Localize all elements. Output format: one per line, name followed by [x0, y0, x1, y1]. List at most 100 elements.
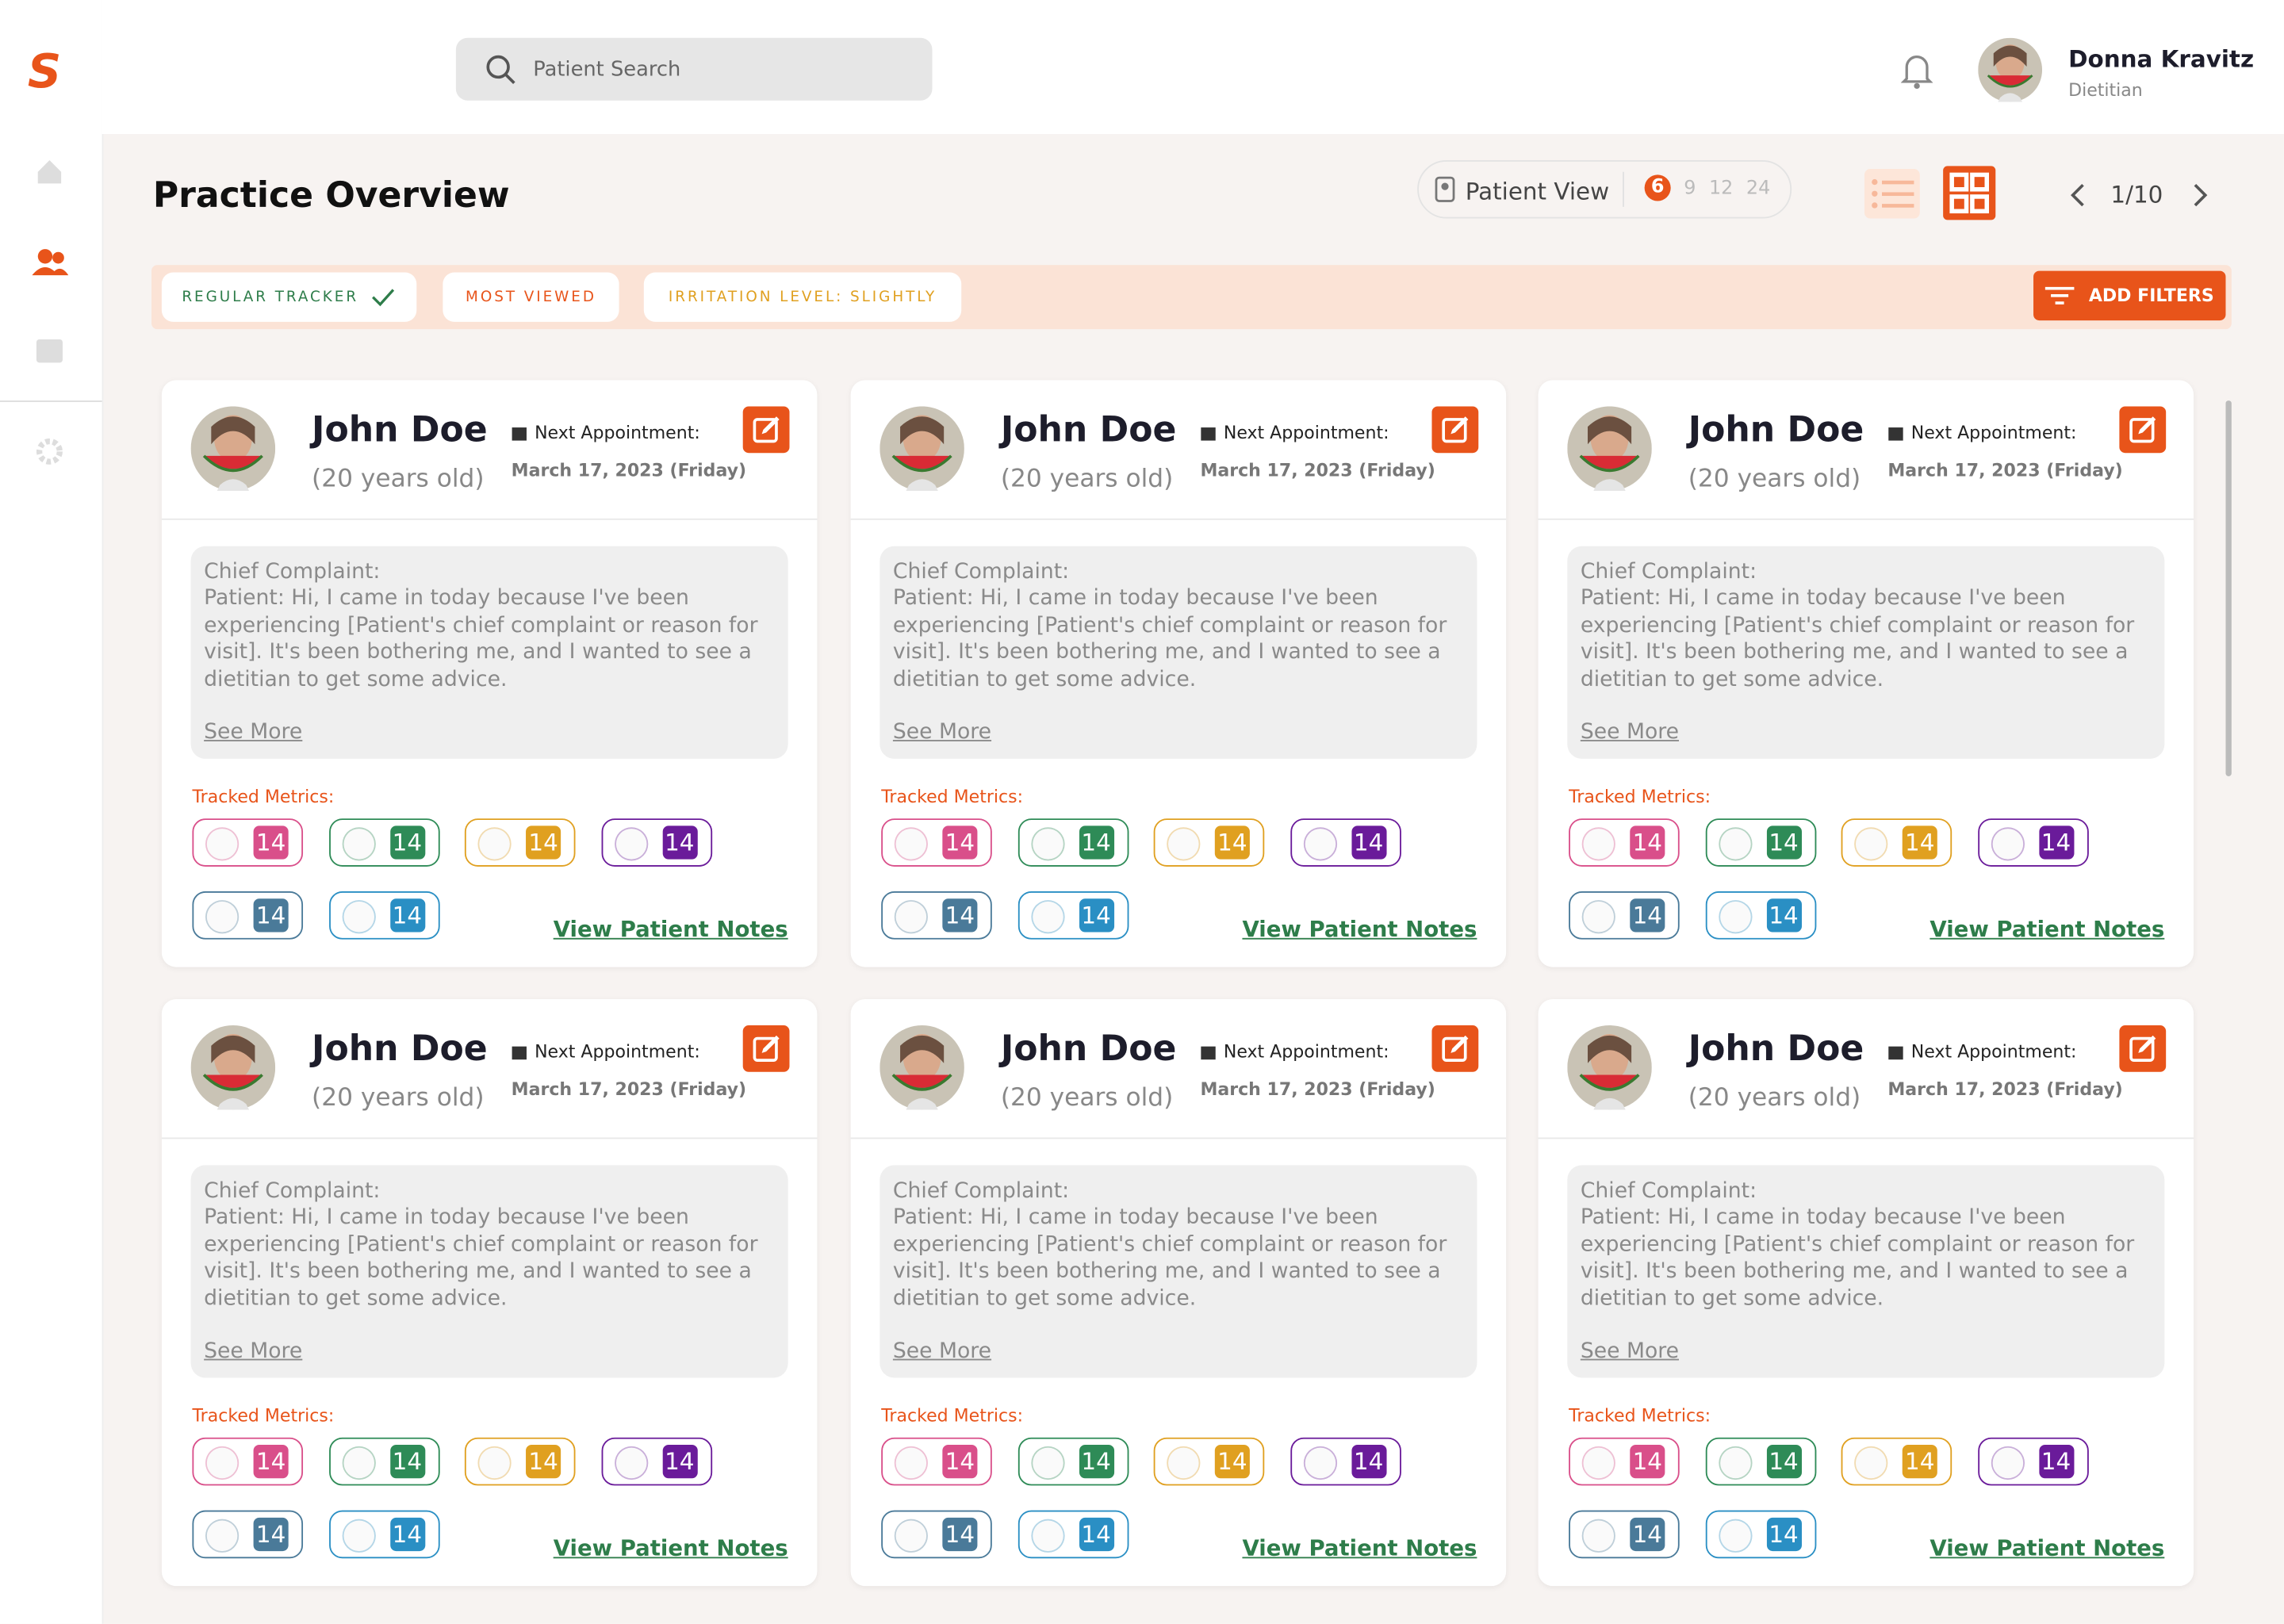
metric-pill[interactable]: 14 — [192, 818, 304, 867]
metric-pill[interactable]: 14 — [1569, 818, 1680, 867]
metric-pill[interactable]: 14 — [1290, 1437, 1401, 1486]
metric-pill[interactable]: 14 — [1017, 1510, 1129, 1559]
patient-name[interactable]: John Doe — [1000, 409, 1177, 450]
metric-pill[interactable]: 14 — [464, 1437, 576, 1486]
logo[interactable]: S — [27, 44, 62, 99]
patient-age: (20 years old) — [312, 1083, 485, 1113]
edit-button[interactable] — [2119, 406, 2167, 454]
patient-avatar[interactable] — [879, 1025, 964, 1110]
nav-home[interactable] — [35, 157, 64, 186]
nav-settings[interactable] — [36, 438, 63, 465]
view-notes-link[interactable]: View Patient Notes — [1930, 916, 2165, 943]
metric-pill[interactable]: 14 — [881, 818, 992, 867]
metric-pill[interactable]: 14 — [328, 818, 439, 867]
metric-pill[interactable]: 14 — [1704, 818, 1816, 867]
avatar-image — [1978, 37, 2043, 102]
page-size-option[interactable]: 9 — [1684, 177, 1696, 199]
edit-button[interactable] — [742, 406, 790, 454]
view-notes-link[interactable]: View Patient Notes — [1242, 916, 1477, 943]
see-more-link[interactable]: See More — [1580, 721, 1679, 745]
view-notes-link[interactable]: View Patient Notes — [553, 1534, 788, 1561]
metric-pill[interactable]: 14 — [1977, 818, 2088, 867]
metric-pill[interactable]: 14 — [1704, 1437, 1816, 1486]
patient-name[interactable]: John Doe — [1000, 1028, 1177, 1070]
patient-avatar[interactable] — [1567, 1025, 1652, 1110]
add-filters-button[interactable]: ADD FILTERS — [2033, 270, 2226, 321]
metric-pill[interactable]: 14 — [881, 1510, 992, 1559]
metric-pill[interactable]: 14 — [881, 891, 992, 940]
appointment-label: Next Appointment: — [1200, 423, 1389, 442]
metric-pill[interactable]: 14 — [1841, 818, 1953, 867]
complaint-box: Chief Complaint: Patient: Hi, I came in t… — [190, 546, 788, 759]
edit-button[interactable] — [2119, 1025, 2167, 1072]
see-more-link[interactable]: See More — [1580, 1339, 1679, 1364]
see-more-link[interactable]: See More — [892, 721, 992, 745]
patient-age: (20 years old) — [312, 464, 485, 494]
user-avatar[interactable] — [1978, 37, 2043, 102]
metric-pill[interactable]: 14 — [1977, 1437, 2088, 1486]
metric-pill[interactable]: 14 — [1569, 1510, 1680, 1559]
edit-icon — [2129, 416, 2156, 443]
metric-pill[interactable]: 14 — [1704, 1510, 1816, 1559]
metric-pill[interactable]: 14 — [1704, 891, 1816, 940]
metric-pill[interactable]: 14 — [192, 1510, 304, 1559]
prev-page[interactable] — [2068, 182, 2089, 209]
metric-pill[interactable]: 14 — [600, 818, 712, 867]
sidebar: S — [0, 0, 104, 1624]
page-size-option[interactable]: 24 — [1746, 177, 1771, 199]
edit-button[interactable] — [1431, 1025, 1479, 1072]
nav-calendar[interactable] — [35, 335, 64, 364]
patient-avatar[interactable] — [1567, 406, 1652, 491]
metric-pill[interactable]: 14 — [1153, 1437, 1265, 1486]
metric-pill[interactable]: 14 — [328, 1510, 439, 1559]
see-more-link[interactable]: See More — [204, 1339, 303, 1364]
metric-pill[interactable]: 14 — [464, 818, 576, 867]
patient-name[interactable]: John Doe — [312, 409, 488, 450]
grid-view-button[interactable] — [1943, 166, 1996, 220]
metric-pill[interactable]: 14 — [1153, 818, 1265, 867]
search-placeholder: Patient Search — [533, 58, 681, 82]
metric-pill[interactable]: 14 — [881, 1437, 992, 1486]
metric-icon — [1302, 1446, 1337, 1480]
see-more-link[interactable]: See More — [892, 1339, 992, 1364]
edit-button[interactable] — [742, 1025, 790, 1072]
view-notes-link[interactable]: View Patient Notes — [1930, 1534, 2165, 1561]
appointment-date: March 17, 2023 (Friday) — [1200, 1078, 1435, 1100]
view-label[interactable]: Patient View — [1465, 178, 1610, 205]
metric-pill[interactable]: 14 — [192, 1437, 304, 1486]
metric-pill[interactable]: 14 — [1017, 1437, 1129, 1486]
metric-pill[interactable]: 14 — [600, 1437, 712, 1486]
notifications[interactable] — [1900, 52, 1933, 90]
filter-chip[interactable]: REGULAR TRACKER — [161, 272, 417, 322]
metric-pill[interactable]: 14 — [1017, 818, 1129, 867]
next-page[interactable] — [2190, 182, 2210, 209]
page-size-option[interactable]: 6 — [1644, 174, 1671, 201]
metric-value: 14 — [2038, 1445, 2074, 1479]
metric-pill[interactable]: 14 — [1290, 818, 1401, 867]
view-notes-link[interactable]: View Patient Notes — [553, 916, 788, 943]
search-box[interactable]: Patient Search — [455, 37, 933, 101]
list-view-button[interactable] — [1864, 169, 1920, 219]
metric-pill[interactable]: 14 — [1569, 891, 1680, 940]
view-notes-link[interactable]: View Patient Notes — [1242, 1534, 1477, 1561]
patient-avatar[interactable] — [190, 1025, 276, 1110]
search-icon — [486, 55, 515, 84]
patient-name[interactable]: John Doe — [312, 1028, 488, 1070]
edit-button[interactable] — [1431, 406, 1479, 454]
filter-chip[interactable]: MOST VIEWED — [443, 272, 619, 322]
see-more-link[interactable]: See More — [204, 721, 303, 745]
patient-name[interactable]: John Doe — [1688, 1028, 1864, 1070]
nav-patients[interactable] — [31, 247, 69, 277]
metric-pill[interactable]: 14 — [328, 1437, 439, 1486]
metric-pill[interactable]: 14 — [1841, 1437, 1953, 1486]
metric-pill[interactable]: 14 — [192, 891, 304, 940]
metric-pill[interactable]: 14 — [328, 891, 439, 940]
page-size-option[interactable]: 12 — [1708, 177, 1734, 199]
patient-avatar[interactable] — [190, 406, 276, 491]
patient-name[interactable]: John Doe — [1688, 409, 1864, 450]
scrollbar[interactable] — [2225, 400, 2232, 776]
patient-avatar[interactable] — [879, 406, 964, 491]
metric-pill[interactable]: 14 — [1017, 891, 1129, 940]
filter-chip[interactable]: IRRITATION LEVEL: SLIGHTLY — [643, 272, 962, 322]
metric-pill[interactable]: 14 — [1569, 1437, 1680, 1486]
